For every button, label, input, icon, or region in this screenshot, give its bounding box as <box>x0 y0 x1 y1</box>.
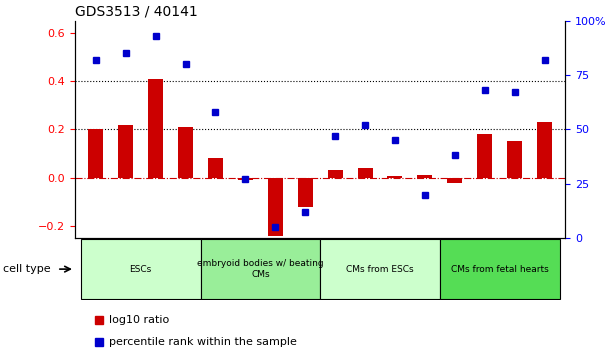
Text: log10 ratio: log10 ratio <box>109 315 169 325</box>
Bar <box>119 125 133 178</box>
Bar <box>208 158 223 178</box>
Bar <box>89 130 103 178</box>
Bar <box>357 168 373 178</box>
Bar <box>477 134 492 178</box>
FancyBboxPatch shape <box>440 239 560 299</box>
Bar <box>268 178 283 236</box>
FancyBboxPatch shape <box>320 239 440 299</box>
FancyBboxPatch shape <box>200 239 320 299</box>
Bar <box>148 79 163 178</box>
Text: cell type: cell type <box>3 264 51 274</box>
Text: percentile rank within the sample: percentile rank within the sample <box>109 337 297 347</box>
FancyBboxPatch shape <box>81 239 200 299</box>
Text: CMs from ESCs: CMs from ESCs <box>346 264 414 274</box>
Bar <box>417 175 433 178</box>
Bar <box>537 122 552 178</box>
Bar <box>447 178 463 183</box>
Bar <box>507 142 522 178</box>
Text: CMs from fetal hearts: CMs from fetal hearts <box>451 264 549 274</box>
Bar <box>178 127 193 178</box>
Bar <box>238 178 253 180</box>
Text: ESCs: ESCs <box>130 264 152 274</box>
Bar <box>298 178 313 207</box>
Text: GDS3513 / 40141: GDS3513 / 40141 <box>75 4 197 18</box>
Bar <box>327 170 343 178</box>
Bar <box>387 177 403 178</box>
Text: embryoid bodies w/ beating
CMs: embryoid bodies w/ beating CMs <box>197 259 324 279</box>
